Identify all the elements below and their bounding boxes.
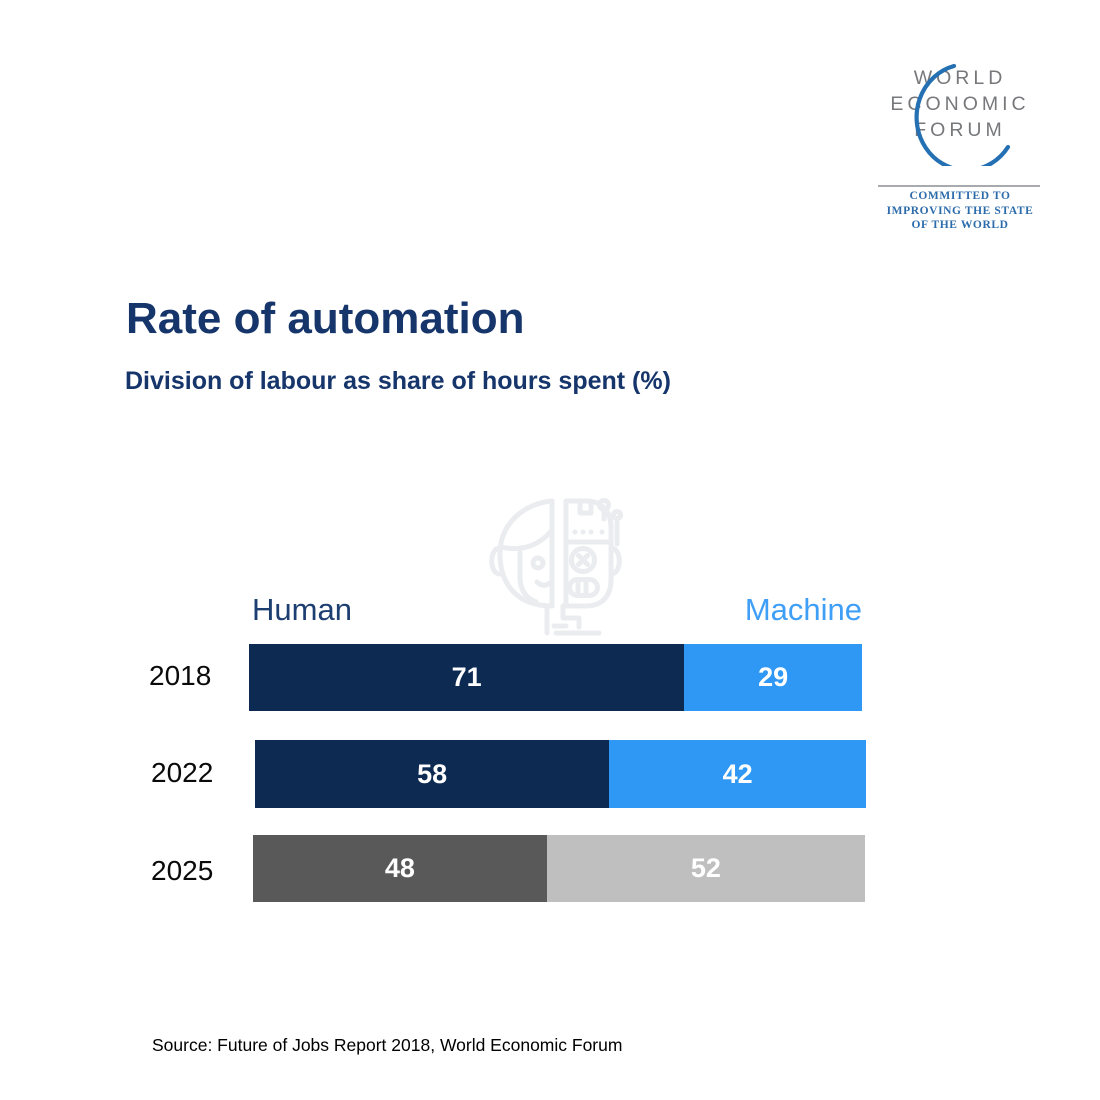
wef-wordmark: WORLD ECONOMIC FORUM <box>870 65 1050 143</box>
bar-value-label: 52 <box>690 853 721 883</box>
bar-value-label: 48 <box>384 853 415 883</box>
wef-wordmark-line: ECONOMIC <box>890 93 1030 115</box>
wef-tagline-line: IMPROVING THE STATE <box>886 204 1034 217</box>
bar-value-label: 42 <box>722 758 753 789</box>
bar-value-label: 29 <box>758 662 789 692</box>
wef-tagline: COMMITTED TO IMPROVING THE STATE OF THE … <box>862 189 1058 233</box>
wef-logo-divider <box>878 185 1040 187</box>
bar-value-label: 58 <box>417 758 448 789</box>
page-title: Rate of automation <box>126 294 525 343</box>
legend-human: Human <box>252 592 352 627</box>
category-label-2018: 2018 <box>149 660 212 691</box>
page-subtitle: Division of labour as share of hours spe… <box>125 367 671 395</box>
bar-segment-machine: 29 <box>684 644 862 711</box>
category-label-2025: 2025 <box>151 855 214 886</box>
wef-wordmark-line: FORUM <box>914 119 1006 141</box>
bar-row: 71 29 <box>249 644 862 711</box>
bar-row: 58 42 <box>255 740 866 808</box>
bar-segment-human: 71 <box>249 644 685 711</box>
bar-row: 48 52 <box>253 835 865 902</box>
bar-segment-machine: 52 <box>546 835 865 902</box>
human-robot-head-icon <box>489 498 623 636</box>
source-note: Source: Future of Jobs Report 2018, Worl… <box>152 1035 623 1055</box>
wef-tagline-line: COMMITTED TO <box>909 190 1011 202</box>
category-label-2022: 2022 <box>151 757 214 788</box>
legend-machine: Machine <box>744 592 862 627</box>
wef-swoosh-arc-icon <box>914 63 1011 166</box>
wef-wordmark-line: WORLD <box>913 67 1007 89</box>
bar-value-label: 71 <box>451 662 482 692</box>
bar-segment-machine: 42 <box>609 740 866 808</box>
wef-tagline-line: OF THE WORLD <box>911 219 1009 231</box>
bar-segment-human: 48 <box>253 835 547 902</box>
bar-segment-human: 58 <box>255 740 610 808</box>
